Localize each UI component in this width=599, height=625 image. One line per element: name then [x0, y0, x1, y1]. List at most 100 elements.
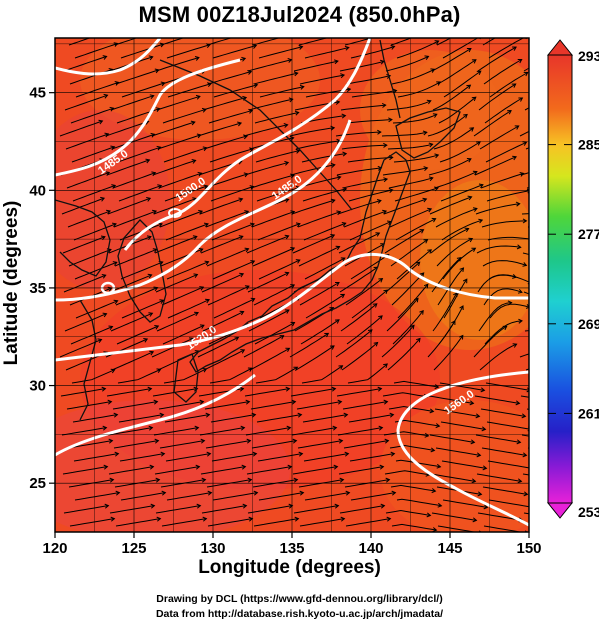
streamline: [299, 518, 345, 527]
streamline-arrowhead: [194, 56, 200, 61]
streamline: [479, 343, 517, 371]
streamline: [252, 38, 281, 46]
streamline-arrowhead: [197, 171, 203, 177]
streamline: [439, 382, 485, 391]
streamline: [432, 292, 458, 332]
streamline: [297, 211, 341, 228]
streamline: [118, 414, 164, 423]
streamline: [519, 353, 529, 358]
streamline: [243, 124, 288, 137]
streamline: [68, 249, 112, 267]
streamline-arrowhead: [245, 399, 251, 405]
streamline-arrowhead: [253, 83, 259, 89]
streamline-arrowhead: [284, 234, 290, 240]
streamline: [208, 110, 253, 124]
streamline-arrowhead: [291, 399, 297, 405]
streamline: [396, 40, 439, 59]
streamline-arrowhead: [299, 84, 305, 90]
streamline-arrowhead: [575, 466, 579, 470]
streamline: [431, 48, 472, 72]
geopotential-contours: [55, 38, 529, 527]
streamline-arrowhead: [330, 198, 336, 204]
streamline-arrowhead: [156, 516, 162, 522]
streamline: [432, 84, 471, 111]
streamline-arrowhead: [472, 170, 478, 176]
streamline: [157, 134, 201, 150]
streamline: [61, 197, 105, 215]
streamline-arrowhead: [426, 512, 432, 518]
streamline: [161, 286, 204, 306]
streamline-arrowhead: [191, 159, 197, 164]
streamline-arrowhead: [382, 209, 388, 215]
streamline-arrowhead: [522, 218, 528, 224]
streamline: [153, 427, 199, 436]
streamline-arrowhead: [341, 222, 347, 227]
streamline-arrowhead: [154, 30, 158, 34]
streamline-arrowhead: [148, 55, 154, 61]
streamline: [385, 55, 429, 72]
streamline: [349, 453, 395, 462]
streamline-arrowhead: [242, 503, 248, 509]
streamline-arrowhead: [196, 133, 202, 139]
streamline: [487, 460, 529, 469]
streamline-arrowhead: [148, 312, 154, 317]
streamline-arrowhead: [240, 349, 246, 354]
streamline-arrowhead: [376, 199, 382, 204]
streamline: [247, 505, 293, 514]
streamline-arrowhead: [239, 386, 245, 392]
streamline: [390, 484, 436, 492]
streamline-arrowhead: [427, 249, 432, 254]
streamline: [163, 147, 207, 163]
streamline: [73, 453, 119, 462]
streamline: [258, 492, 304, 501]
streamline: [433, 335, 464, 371]
streamline: [483, 59, 522, 85]
streamline: [345, 518, 391, 527]
streamline-arrowhead: [574, 427, 578, 431]
streamline-arrowhead: [389, 412, 395, 418]
streamline-arrowhead: [102, 425, 108, 431]
streamline-arrowhead: [459, 267, 465, 272]
streamline: [166, 261, 209, 280]
streamline-arrowhead: [518, 23, 522, 27]
x-axis-label: Longitude (degrees): [0, 557, 599, 579]
streamline-arrowhead: [145, 158, 151, 164]
streamline: [71, 369, 115, 384]
streamline: [72, 414, 118, 423]
streamline: [430, 228, 469, 254]
streamline: [120, 43, 164, 59]
streamline-arrowhead: [379, 464, 385, 470]
streamline: [105, 120, 149, 137]
streamline: [434, 171, 478, 189]
x-tick-label: 120: [42, 540, 67, 557]
streamline-arrowhead: [199, 286, 205, 291]
streamline: [211, 223, 255, 241]
streamline: [67, 440, 113, 449]
streamline-arrowhead: [372, 303, 378, 308]
streamline-arrowhead: [293, 32, 297, 36]
streamline-arrowhead: [149, 94, 155, 100]
streamline: [350, 492, 396, 501]
streamline-arrowhead: [154, 68, 160, 74]
streamline: [341, 144, 387, 150]
streamline-arrowhead: [466, 48, 472, 53]
streamline-arrowhead: [342, 187, 348, 192]
streamline: [484, 97, 523, 124]
streamline: [121, 82, 165, 98]
streamline: [210, 414, 256, 423]
streamline-arrowhead: [202, 368, 208, 373]
streamline: [393, 380, 439, 388]
streamline-arrowhead: [241, 464, 247, 470]
streamline: [391, 272, 425, 306]
streamline: [62, 236, 106, 254]
streamline-arrowhead: [156, 145, 162, 151]
streamline: [64, 94, 108, 111]
streamline: [479, 125, 519, 150]
streamline: [247, 59, 292, 72]
colorbar-label: 277: [578, 226, 599, 242]
streamline: [155, 505, 201, 514]
streamline-arrowhead: [476, 452, 482, 458]
streamline-arrowhead: [241, 56, 247, 62]
streamline: [428, 158, 472, 176]
streamline-arrowhead: [105, 171, 111, 176]
